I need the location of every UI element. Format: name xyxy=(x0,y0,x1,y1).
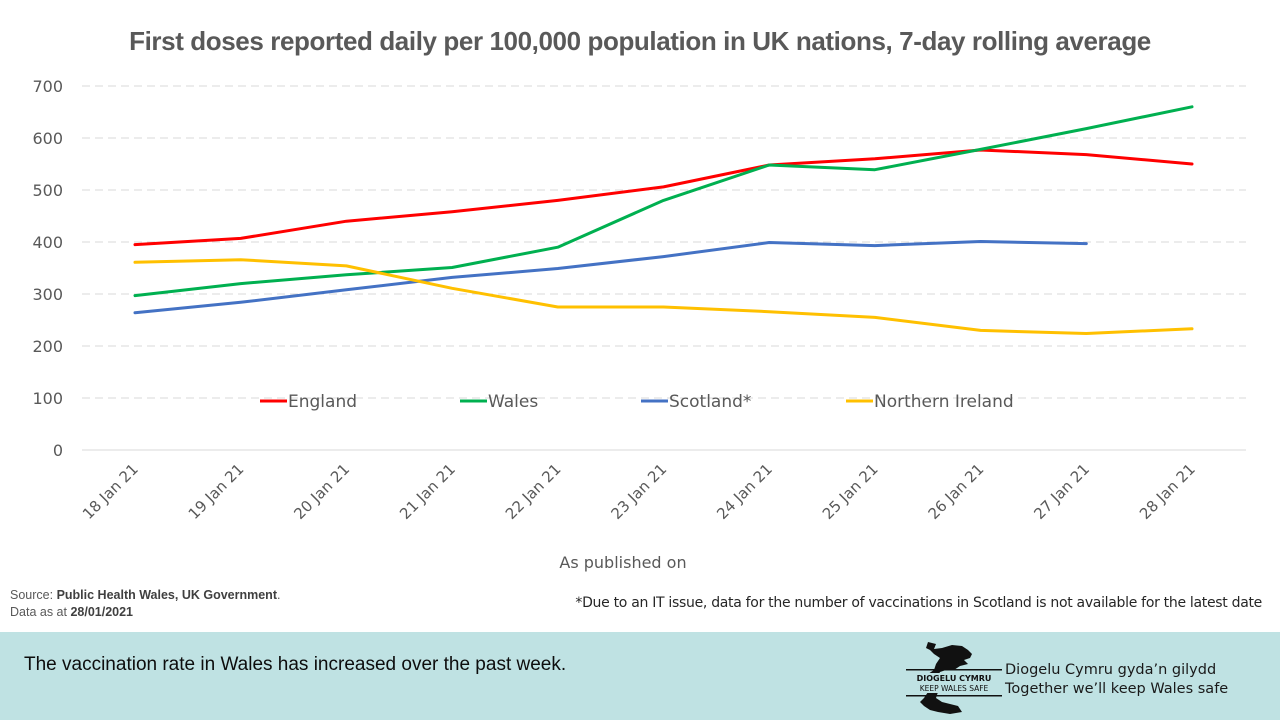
series-line-england xyxy=(133,148,1194,247)
legend-item: England xyxy=(260,392,357,412)
y-tick-label: 700 xyxy=(32,77,63,96)
legend: England Wales Scotland* Northern Ireland xyxy=(260,392,1014,412)
x-tick-label: 23 Jan 21 xyxy=(608,460,671,523)
scotland-footnote: *Due to an IT issue, data for the number… xyxy=(575,595,1262,611)
slogan: Diogelu Cymru gyda’n gilydd Together we’… xyxy=(1005,661,1228,699)
source-note: Source: Public Health Wales, UK Governme… xyxy=(10,587,280,621)
data-date-prefix: Data as at xyxy=(10,605,71,619)
x-tick-label: 26 Jan 21 xyxy=(925,460,988,523)
summary-banner: The vaccination rate in Wales has increa… xyxy=(0,632,1280,720)
x-axis-ticks: 18 Jan 21 19 Jan 21 20 Jan 21 21 Jan 21 22 J… xyxy=(79,460,1199,523)
series-lines xyxy=(133,105,1194,335)
series-line-scotland xyxy=(133,240,1088,315)
legend-item: Scotland* xyxy=(641,392,751,412)
y-tick-label: 400 xyxy=(32,233,63,252)
y-tick-label: 600 xyxy=(32,129,63,148)
legend-label: Northern Ireland xyxy=(874,392,1014,412)
legend-item: Wales xyxy=(460,392,538,412)
legend-label: England xyxy=(288,392,357,412)
x-axis-label: As published on xyxy=(559,553,687,572)
slogan-welsh: Diogelu Cymru gyda’n gilydd xyxy=(1005,662,1217,678)
slogan-english: Together we’ll keep Wales safe xyxy=(1005,681,1229,697)
keep-wales-safe-logo: DIOGELU CYMRU KEEP WALES SAFE xyxy=(906,642,1002,714)
logo-english-text: KEEP WALES SAFE xyxy=(920,684,989,693)
legend-label: Wales xyxy=(488,392,538,412)
line-chart: 0 100 200 300 400 500 600 700 18 Jan 21 19 Jan 2… xyxy=(32,77,1246,523)
y-tick-label: 100 xyxy=(32,389,63,408)
x-tick-label: 19 Jan 21 xyxy=(185,460,248,523)
legend-label: Scotland* xyxy=(669,392,751,412)
x-tick-label: 18 Jan 21 xyxy=(79,460,142,523)
x-tick-label: 21 Jan 21 xyxy=(396,460,459,523)
source-line: Source: Public Health Wales, UK Governme… xyxy=(10,587,280,604)
chart-title: First doses reported daily per 100,000 p… xyxy=(129,26,1151,56)
gridlines xyxy=(82,85,1246,451)
y-tick-label: 0 xyxy=(53,441,63,460)
series-line-wales xyxy=(133,105,1194,298)
source-suffix: . xyxy=(276,588,281,602)
logo-welsh-text: DIOGELU CYMRU xyxy=(917,674,992,683)
x-tick-label: 25 Jan 21 xyxy=(819,460,882,523)
y-tick-label: 500 xyxy=(32,181,63,200)
data-date-line: Data as at 28/01/2021 xyxy=(10,604,280,621)
y-tick-label: 200 xyxy=(32,337,63,356)
legend-item: Northern Ireland xyxy=(846,392,1014,412)
series-line-northern-ireland xyxy=(133,258,1194,335)
y-axis-ticks: 0 100 200 300 400 500 600 700 xyxy=(32,77,63,460)
source-names: Public Health Wales, UK Government xyxy=(56,588,277,602)
x-tick-label: 22 Jan 21 xyxy=(502,460,565,523)
summary-text: The vaccination rate in Wales has increa… xyxy=(24,654,567,675)
source-prefix: Source: xyxy=(10,588,57,602)
x-tick-label: 20 Jan 21 xyxy=(290,460,353,523)
data-date: 28/01/2021 xyxy=(70,605,134,619)
x-tick-label: 28 Jan 21 xyxy=(1136,460,1199,523)
x-tick-label: 24 Jan 21 xyxy=(713,460,776,523)
x-tick-label: 27 Jan 21 xyxy=(1030,460,1093,523)
y-tick-label: 300 xyxy=(32,285,63,304)
